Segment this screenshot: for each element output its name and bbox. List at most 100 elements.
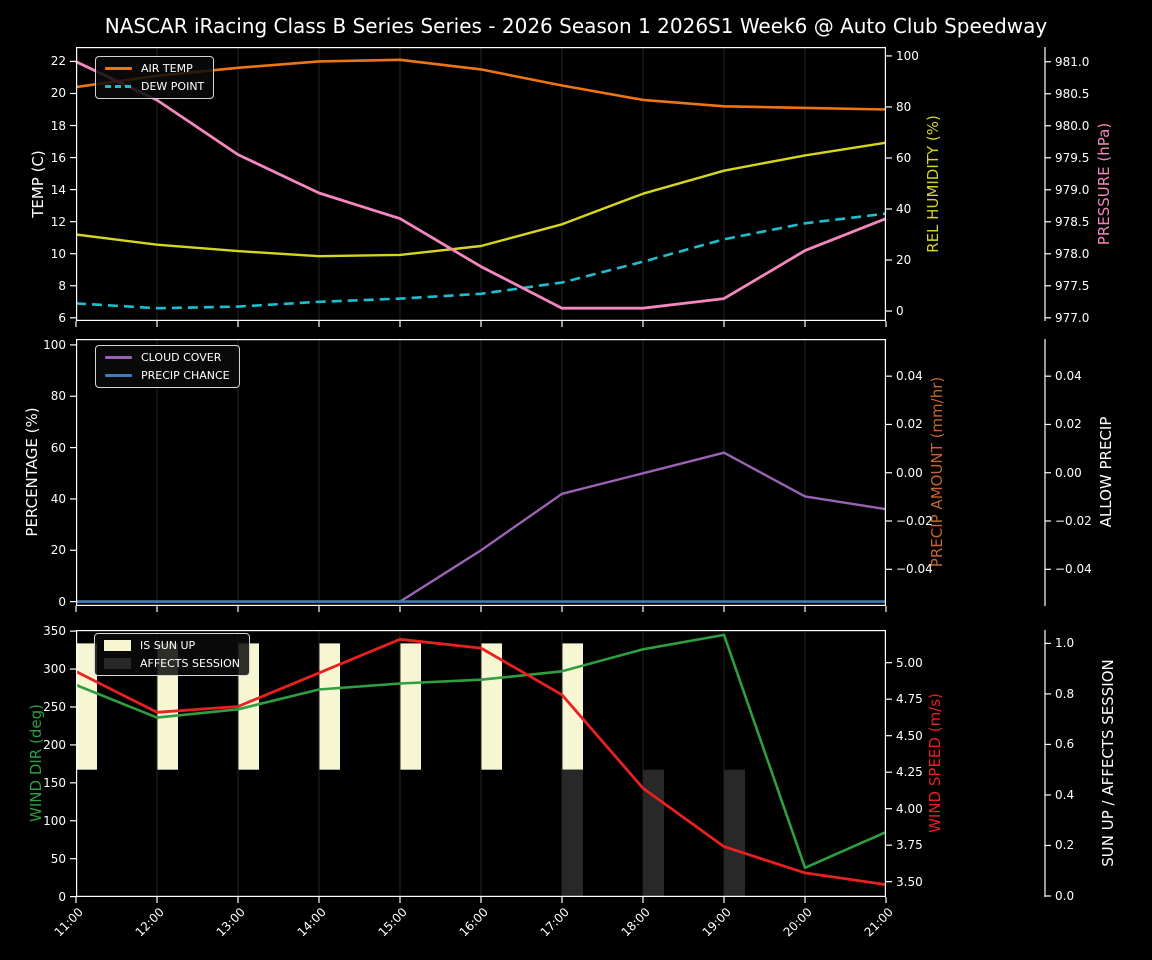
x-tick-label: 14:00: [294, 905, 329, 940]
legend-swatch-precip-chance: [105, 374, 132, 377]
series-wind-speed: [75, 637, 887, 886]
tick-label-dir: 350: [43, 624, 66, 639]
legend-item: PRECIP CHANCE: [105, 368, 230, 383]
tick-label-pct: 40: [50, 491, 66, 506]
legend-swatch-affects-session: [104, 658, 131, 669]
tick-label-hum: 20: [896, 253, 912, 268]
x-tick-label: 15:00: [375, 905, 410, 940]
tick-label-temp: 10: [50, 246, 66, 261]
tick-label-spd: 5.00: [896, 655, 923, 670]
tick-label-dir: 200: [43, 737, 66, 752]
y-axis-label-sun-up: SUN UP / AFFECTS SESSION: [1099, 659, 1117, 867]
x-tick-label: 17:00: [537, 905, 572, 940]
series-rel-humidity: [75, 141, 887, 258]
tick-label-dir: 100: [43, 813, 66, 828]
tick-label-dir: 150: [43, 775, 66, 790]
x-tick-label: 12:00: [132, 905, 167, 940]
legend-swatch-dew-point: [105, 85, 132, 88]
y-axis-label-allow-precip: ALLOW PRECIP: [1097, 416, 1115, 528]
tick-label-temp: 16: [50, 150, 66, 165]
x-tick-label: 19:00: [699, 905, 734, 940]
tick-label-dir: 50: [50, 851, 66, 866]
y-axis-label-wind-speed: WIND SPEED (m/s): [926, 693, 944, 833]
y-axis-label-pressure: PRESSURE (hPa): [1095, 122, 1113, 246]
tick-label-spd: 3.75: [896, 838, 923, 853]
legend-swatch-is-sun-up: [104, 640, 131, 651]
legend: CLOUD COVER PRECIP CHANCE: [95, 345, 240, 388]
legend-label: IS SUN UP: [140, 639, 196, 652]
tick-label-spd: 4.00: [896, 801, 923, 816]
tick-label-press: 980.0: [1055, 118, 1090, 133]
tick-label-allow: −0.04: [1055, 562, 1092, 577]
tick-label-spd: 4.25: [896, 765, 923, 780]
tick-label-temp: 22: [50, 54, 66, 69]
tick-label-press: 978.0: [1055, 246, 1090, 261]
legend-item: DEW POINT: [105, 79, 204, 94]
x-tick-label: 20:00: [780, 905, 815, 940]
tick-label-allow: −0.02: [1055, 514, 1092, 529]
tick-label-press: 978.5: [1055, 214, 1090, 229]
x-tick-label: 13:00: [213, 905, 248, 940]
tick-label-spd: 3.50: [896, 874, 923, 889]
tick-label-sun: 0.8: [1055, 686, 1075, 701]
bar-is-sun-up: [400, 643, 421, 770]
tick-label-dir: 250: [43, 699, 66, 714]
tick-label-hum: 100: [896, 48, 919, 63]
panel-wind: IS SUN UP AFFECTS SESSION: [70, 630, 1051, 903]
legend-item: AFFECTS SESSION: [104, 656, 240, 671]
tick-label-spd: 4.50: [896, 728, 923, 743]
tick-label-allow: 0.02: [1055, 417, 1082, 432]
panel-temperature: AIR TEMP DEW POINT: [70, 47, 1051, 327]
series-dew-point: [75, 212, 887, 310]
x-tick-label: 21:00: [861, 905, 896, 940]
tick-label-amt: 0.04: [896, 369, 923, 384]
tick-label-sun: 0.2: [1055, 838, 1075, 853]
tick-label-hum: 0: [896, 304, 904, 319]
bar-affects-session: [562, 769, 583, 896]
tick-label-amt: 0.02: [896, 417, 923, 432]
bar-affects-session: [643, 769, 664, 896]
tick-label-hum: 40: [896, 202, 912, 216]
tick-label-spd: 4.75: [896, 692, 923, 707]
legend-label: AFFECTS SESSION: [140, 657, 241, 670]
legend-item: CLOUD COVER: [105, 350, 230, 365]
tick-label-pct: 20: [50, 543, 66, 558]
tick-label-temp: 8: [58, 278, 66, 293]
tick-label-temp: 18: [50, 118, 66, 133]
wind-panel-canvas: [70, 630, 1051, 903]
tick-label-amt: −0.04: [896, 562, 933, 577]
tick-label-sun: 1.0: [1055, 636, 1075, 651]
tick-label-dir: 300: [43, 662, 66, 677]
tick-label-press: 980.5: [1055, 86, 1090, 101]
series-wind-dir: [75, 633, 887, 870]
y-axis-label-rel-humidity: REL HUMIDITY (%): [924, 115, 942, 253]
y-axis-label-percentage: PERCENTAGE (%): [23, 407, 41, 537]
x-tick-label: 16:00: [456, 905, 491, 940]
tick-label-press: 979.0: [1055, 182, 1090, 197]
tick-label-temp: 12: [50, 214, 66, 229]
legend-label: CLOUD COVER: [141, 351, 222, 364]
tick-label-allow: 0.04: [1055, 369, 1082, 384]
tick-label-press: 977.0: [1055, 310, 1090, 325]
tick-label-temp: 6: [58, 310, 66, 325]
tick-label-temp: 14: [50, 182, 66, 197]
bar-affects-session: [724, 769, 745, 896]
legend-item: IS SUN UP: [104, 638, 240, 653]
tick-label-sun: 0.0: [1055, 888, 1075, 903]
legend: AIR TEMP DEW POINT: [95, 56, 215, 99]
tick-label-press: 979.5: [1055, 150, 1090, 165]
tick-label-dir: 0: [58, 889, 66, 904]
x-tick-label: 11:00: [51, 905, 86, 940]
legend-label: DEW POINT: [141, 80, 205, 93]
y-axis-label-wind-dir: WIND DIR (deg): [27, 704, 45, 822]
tick-label-sun: 0.4: [1055, 787, 1075, 802]
legend-label: AIR TEMP: [141, 62, 193, 75]
legend: IS SUN UP AFFECTS SESSION: [94, 633, 251, 676]
tick-label-press: 981.0: [1055, 54, 1090, 69]
chart-title: NASCAR iRacing Class B Series Series - 2…: [104, 14, 1048, 38]
legend-item: AIR TEMP: [105, 61, 204, 76]
tick-label-pct: 0: [58, 594, 66, 609]
tick-label-hum: 80: [896, 99, 912, 114]
tick-label-sun: 0.6: [1055, 737, 1075, 752]
